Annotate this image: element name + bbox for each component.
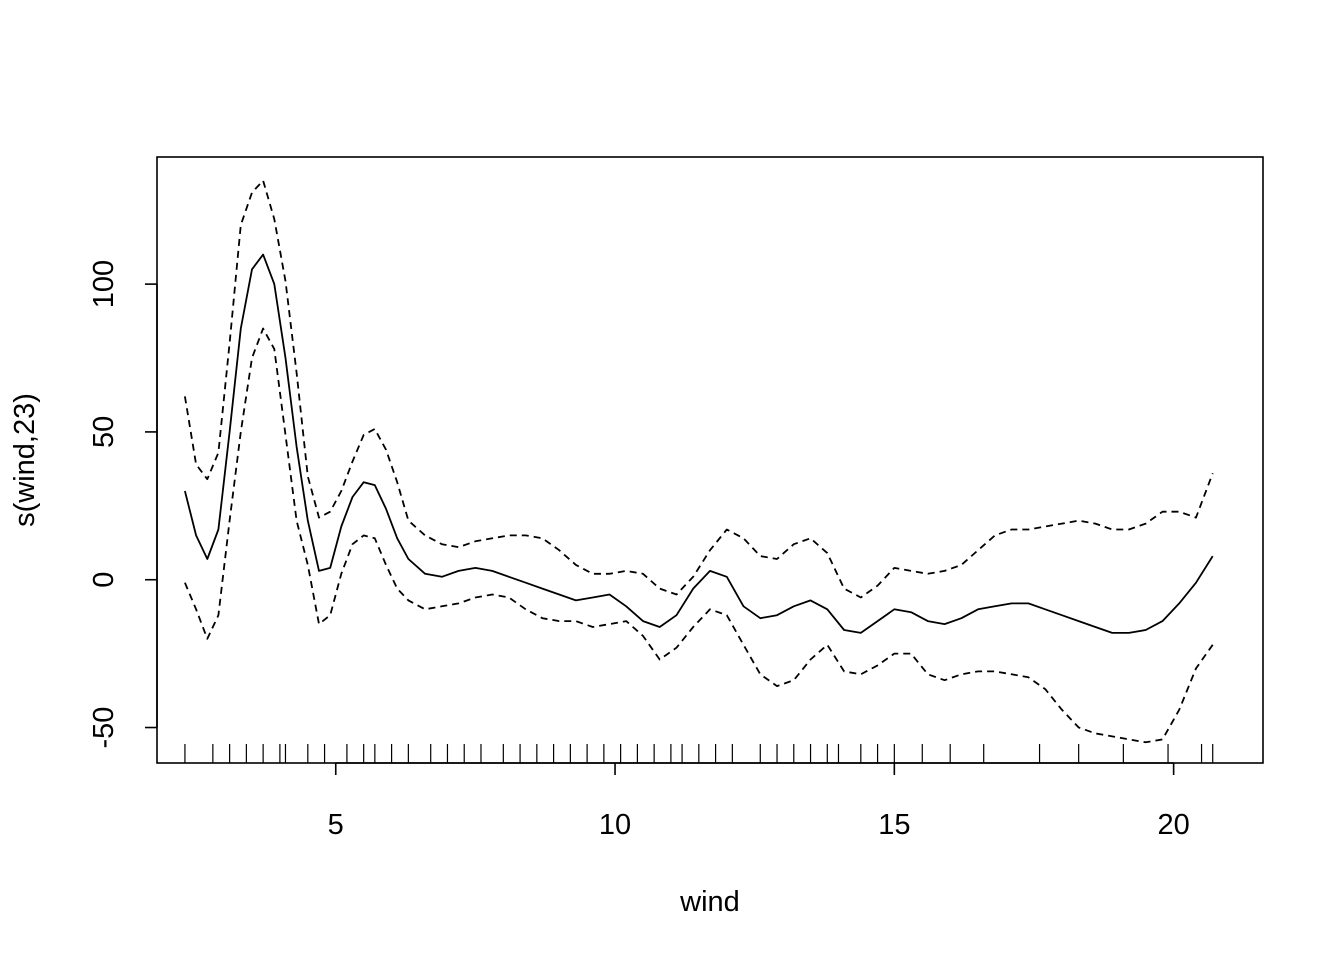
x-tick-label: 5	[328, 809, 344, 841]
x-tick-label: 15	[878, 809, 910, 841]
upper-confidence-band	[184, 179, 1214, 599]
y-axis: -50 0 50 100	[88, 260, 158, 749]
fitted-smooth-line	[184, 253, 1214, 634]
rug-marks	[184, 744, 1214, 763]
y-tick-label: 50	[88, 416, 120, 448]
lower-confidence-band	[184, 327, 1214, 744]
x-tick-label: 10	[599, 809, 631, 841]
y-axis-label: s(wind,23)	[9, 393, 41, 527]
series-layer	[184, 179, 1214, 744]
x-tick-label: 20	[1157, 809, 1189, 841]
x-axis-label: wind	[679, 886, 740, 918]
y-tick-label: 0	[88, 572, 120, 588]
plot-frame	[156, 156, 1264, 764]
y-tick-label: -50	[88, 707, 120, 749]
y-tick-label: 100	[88, 260, 120, 308]
x-axis: 5 10 15 20	[328, 762, 1190, 841]
